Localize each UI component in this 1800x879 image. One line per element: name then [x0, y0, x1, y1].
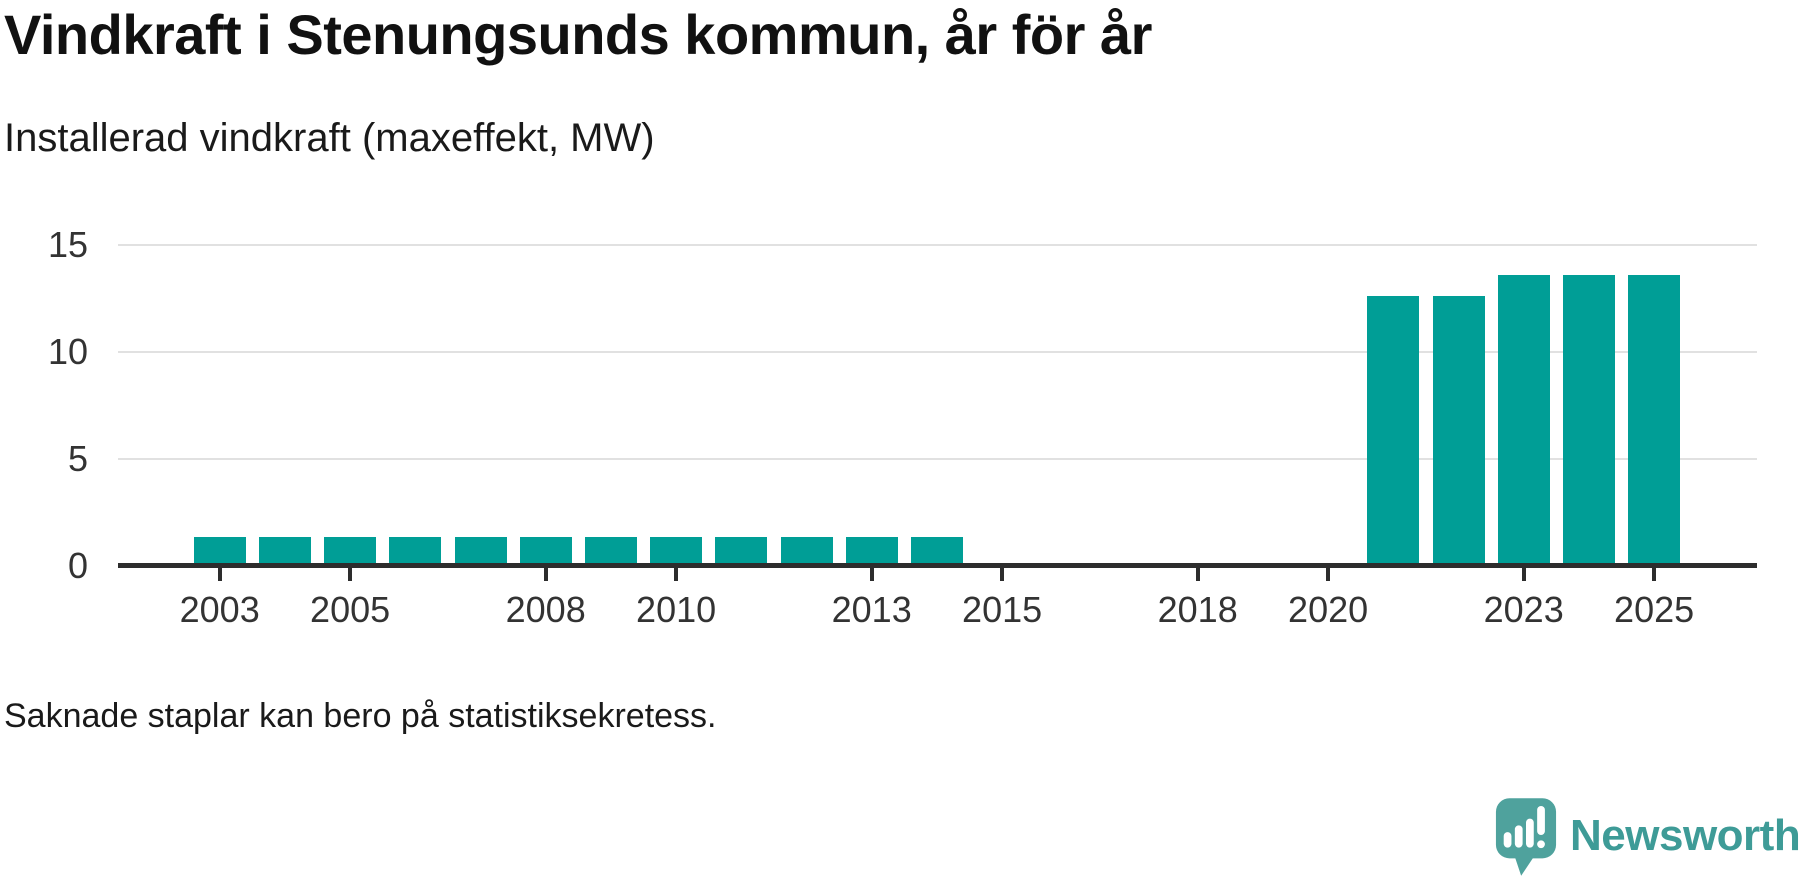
newsworthy-speech-bubble-bar-chart-icon	[1495, 798, 1557, 876]
x-tick-2015	[1000, 568, 1005, 581]
x-tick-label-2010: 2010	[636, 589, 717, 630]
bar-2005	[324, 537, 377, 563]
x-axis-line	[118, 563, 1757, 568]
bar-2025	[1628, 274, 1681, 563]
newsworthy-branding: Newsworthy	[1494, 796, 1800, 878]
chart-footnote: Saknade staplar kan bero på statistiksek…	[4, 697, 717, 735]
x-tick-2010	[674, 568, 679, 581]
x-tick-2008	[543, 568, 548, 581]
bar-2004	[258, 537, 311, 563]
x-tick-label-2013: 2013	[831, 589, 912, 630]
y-tick-label-10: 10	[47, 330, 88, 372]
bar-2003	[193, 537, 246, 563]
bar-2006	[389, 537, 442, 563]
newsworthy-wordmark: Newsworthy	[1570, 811, 1800, 860]
x-tick-label-2020: 2020	[1288, 589, 1369, 630]
bar-2013	[845, 537, 898, 563]
y-tick-label-0: 0	[67, 544, 88, 586]
gridline-15	[118, 243, 1757, 246]
bar-2011	[715, 537, 768, 563]
gridline-10	[118, 350, 1757, 353]
x-tick-label-2003: 2003	[179, 589, 260, 630]
x-tick-label-2023: 2023	[1483, 589, 1564, 630]
x-tick-2018	[1195, 568, 1200, 581]
bar-2008	[519, 537, 572, 563]
x-tick-label-2025: 2025	[1614, 589, 1695, 630]
x-tick-2023	[1521, 568, 1526, 581]
x-tick-2013	[869, 568, 874, 581]
x-tick-2020	[1326, 568, 1331, 581]
bar-2009	[584, 537, 637, 563]
bar-2010	[650, 537, 703, 563]
x-tick-label-2015: 2015	[962, 589, 1043, 630]
chart-subtitle: Installerad vindkraft (maxeffekt, MW)	[4, 116, 655, 160]
bar-2021	[1367, 295, 1420, 563]
bar-2022	[1432, 295, 1485, 563]
x-tick-2003	[217, 568, 222, 581]
x-tick-2025	[1652, 568, 1657, 581]
bar-2012	[780, 537, 833, 563]
chart-title: Vindkraft i Stenungsunds kommun, år för …	[4, 3, 1152, 66]
x-tick-label-2018: 2018	[1157, 589, 1238, 630]
bar-2023	[1497, 274, 1550, 563]
bar-2007	[454, 537, 507, 563]
y-tick-label-5: 5	[67, 437, 88, 479]
bar-2014	[910, 537, 963, 563]
y-tick-label-15: 15	[47, 223, 88, 265]
gridline-5	[118, 457, 1757, 460]
bar-2024	[1562, 274, 1615, 563]
x-tick-label-2005: 2005	[310, 589, 391, 630]
x-tick-2005	[348, 568, 353, 581]
x-tick-label-2008: 2008	[505, 589, 586, 630]
